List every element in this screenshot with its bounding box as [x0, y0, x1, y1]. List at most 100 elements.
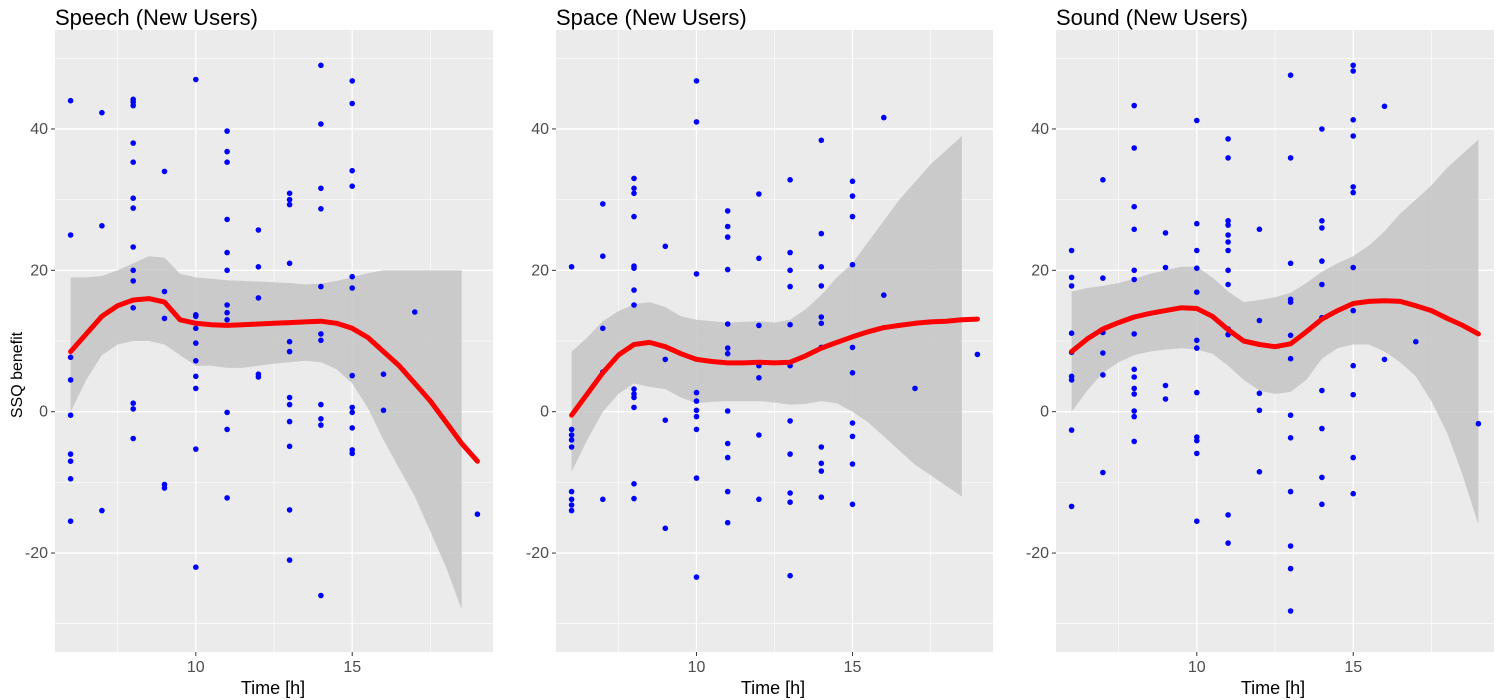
- data-point: [1162, 382, 1169, 389]
- data-point: [849, 461, 856, 467]
- data-point: [1350, 184, 1356, 190]
- data-point: [1413, 338, 1419, 345]
- x-axis-label: Time [h]: [241, 678, 305, 698]
- data-point: [1162, 230, 1169, 236]
- data-point: [1287, 565, 1294, 572]
- data-point: [67, 232, 74, 238]
- data-point: [912, 385, 918, 392]
- data-point: [787, 267, 793, 274]
- data-point: [130, 195, 136, 201]
- data-point: [724, 350, 731, 357]
- data-point: [1287, 488, 1294, 495]
- data-point: [1194, 337, 1200, 344]
- data-point: [286, 201, 293, 208]
- data-point: [1131, 374, 1137, 380]
- data-point: [600, 253, 606, 259]
- data-point: [1100, 350, 1106, 356]
- data-point: [224, 309, 230, 316]
- data-point: [631, 287, 637, 293]
- data-point: [693, 574, 700, 580]
- data-point: [600, 201, 606, 207]
- data-point: [881, 114, 887, 121]
- data-point: [631, 394, 637, 401]
- y-tick-label: 40: [531, 121, 549, 138]
- data-point: [1131, 438, 1137, 445]
- data-point: [693, 407, 700, 414]
- data-point: [1256, 390, 1263, 397]
- data-point: [1100, 275, 1106, 281]
- data-point: [568, 264, 575, 270]
- data-point: [286, 418, 293, 425]
- x-axis-label: Time [h]: [741, 678, 805, 698]
- data-point: [318, 62, 324, 69]
- data-point: [631, 386, 637, 392]
- data-point: [568, 437, 575, 443]
- data-point: [318, 331, 324, 337]
- data-point: [1319, 218, 1325, 224]
- data-point: [568, 502, 575, 508]
- data-point: [193, 313, 199, 320]
- plot-area: -20 0 20 40 10 15: [526, 30, 993, 676]
- data-point: [1287, 608, 1294, 614]
- data-point: [693, 271, 700, 277]
- data-point: [818, 460, 825, 467]
- smooth-line: [68, 296, 480, 464]
- data-point: [318, 121, 324, 127]
- data-point: [67, 518, 74, 524]
- data-point: [724, 408, 731, 414]
- plot-area: -20 0 20 40 10 15: [25, 30, 493, 676]
- data-point: [818, 320, 825, 327]
- data-point: [1068, 330, 1075, 337]
- data-point: [193, 564, 199, 570]
- data-point: [724, 488, 731, 495]
- data-point: [255, 374, 262, 380]
- data-point: [1194, 265, 1200, 272]
- data-point: [756, 322, 762, 329]
- data-point: [1068, 503, 1075, 510]
- data-point: [1350, 454, 1356, 461]
- data-point: [1319, 225, 1325, 231]
- data-point: [787, 490, 793, 496]
- data-point: [1256, 317, 1263, 324]
- data-point: [161, 168, 168, 175]
- data-point: [286, 190, 293, 197]
- data-point: [224, 302, 230, 308]
- data-point: [1225, 155, 1231, 161]
- data-point: [130, 205, 136, 211]
- data-point: [1256, 469, 1263, 475]
- data-point: [662, 243, 669, 250]
- data-point: [724, 454, 731, 461]
- data-point: [1100, 469, 1106, 476]
- data-point: [818, 314, 825, 320]
- data-point: [1350, 62, 1356, 69]
- data-point: [818, 444, 825, 450]
- data-point: [130, 278, 136, 284]
- data-point: [318, 422, 324, 428]
- data-point: [1287, 155, 1294, 161]
- data-point: [193, 385, 199, 392]
- data-point: [286, 348, 293, 355]
- data-point: [818, 468, 825, 474]
- data-point: [818, 264, 825, 270]
- data-point: [568, 426, 575, 433]
- data-point: [724, 519, 731, 526]
- data-point: [193, 373, 199, 380]
- data-point: [193, 446, 199, 452]
- data-point: [380, 407, 387, 414]
- data-point: [1256, 407, 1263, 414]
- data-point: [255, 295, 262, 301]
- data-point: [568, 444, 575, 450]
- data-point: [1100, 372, 1106, 378]
- data-point: [1287, 299, 1294, 305]
- data-point: [349, 273, 356, 280]
- data-point: [224, 267, 230, 274]
- data-point: [818, 230, 825, 237]
- data-point: [1162, 264, 1169, 271]
- data-point: [349, 100, 356, 107]
- data-point: [693, 475, 700, 481]
- data-point: [693, 413, 700, 420]
- data-point: [1319, 501, 1325, 508]
- data-point: [1350, 490, 1356, 497]
- data-point: [1225, 281, 1231, 288]
- data-point: [224, 409, 230, 416]
